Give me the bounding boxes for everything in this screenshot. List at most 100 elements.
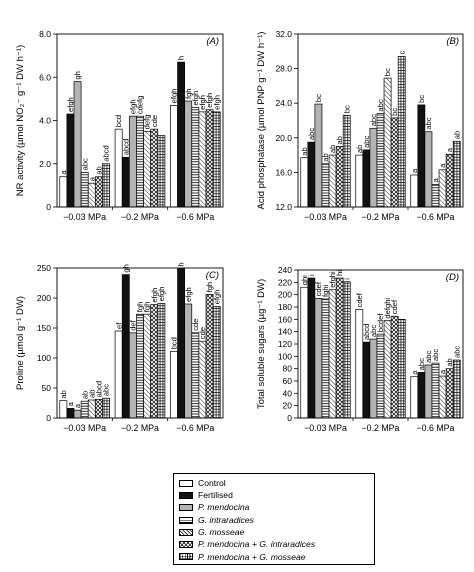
bar-control-3 [410,174,419,208]
bar-control-2 [114,330,123,419]
bar-p-mendocina-g-intraradices-1 [335,146,344,208]
bar-control-3 [170,105,178,208]
bar-p-mendocina-g-intraradices-2 [390,117,399,208]
significance-letter: efghi [328,271,337,288]
significance-letter: fgh [184,88,193,99]
bar-p-mendocina-g-intraradices-3 [445,153,454,208]
bar-fertilised-3 [417,372,426,419]
significance-letter: abc [376,99,385,111]
bar-p-mendocina-g-mosseae-3 [452,140,461,208]
significance-letter: cde [191,319,200,331]
bar-p-mendocina-1 [73,409,82,419]
significance-letter: efgh [191,91,200,106]
y-tick-label: 0 [287,413,292,423]
legend-swatch [179,516,193,524]
y-axis-label: Proline (µmol g⁻¹ DW) [15,296,26,390]
significance-letter: abcd [362,324,371,340]
legend-label: G. mosseae [198,527,245,538]
bar-p-mendocina-g-mosseae-3 [212,306,221,419]
legend-swatch [179,491,193,499]
significance-letter: efgh [198,95,207,110]
bar-fertilised-2 [121,274,130,419]
significance-letter: bcd [114,115,123,127]
significance-letter: def [128,319,137,330]
significance-letter: defghi [383,298,392,319]
legend-label: P. mendocina [198,502,250,513]
y-tick-label: 220 [278,277,292,287]
bar-g-intraradices-3 [191,332,200,419]
bar-fertilised-2 [121,156,130,208]
significance-letter: bc [390,108,399,116]
bar-g-mosseae-1 [328,289,337,419]
y-tick-label: 240 [278,265,292,275]
y-axis-label: NR activity (µmol NO₂⁻ g⁻¹ DW h⁻¹) [15,45,26,196]
significance-letter: hi [335,270,344,276]
significance-letter: abc [102,384,111,396]
plot-frame [297,269,464,419]
y-tick-label: 20 [283,401,293,411]
bar-p-mendocina-g-mosseae-1 [102,397,110,419]
legend-swatch [179,504,193,512]
significance-letter: i [342,278,351,280]
bar-fertilised-1 [307,277,316,419]
significance-letter: a [431,178,440,183]
panel-label: (B) [446,36,459,47]
significance-letter: ab [452,131,461,139]
x-tick-label: −0.03 MPa [304,212,347,222]
significance-letter: ab [300,147,309,155]
bar-p-mendocina-g-mosseae-2 [397,318,406,419]
significance-letter: fgh [136,302,145,313]
y-tick-label: 20.0 [275,133,292,143]
y-tick-label: 6.0 [39,72,51,82]
significance-letter: abc [452,346,461,358]
bar-g-mosseae-3 [438,169,447,208]
y-tick-label: 120 [278,339,292,349]
legend-label: P. mendocina + G. mosseae [198,551,306,562]
legend-label: P. mendocina + G. intraradices [198,539,316,550]
significance-letter: efgh [170,89,179,104]
bar-fertilised-1 [66,408,75,419]
significance-letter: abc [417,358,426,370]
significance-letter: c [397,50,406,54]
significance-letter: fgh [205,282,214,293]
x-tick-label: −0.6 MPa [176,212,214,222]
legend-entry-control: Control [179,477,369,489]
significance-letter: efgh [212,290,221,305]
y-axis-label: Total soluble sugars (µg⁻¹ DW) [256,279,267,409]
chart-panel-1: 0 2.0 4.0 6.0 8.0 NR activity (µmol NO₂⁻ g⁻¹ … [15,29,224,222]
significance-letter: bc [314,94,323,102]
significance-letter: cdefg [136,96,145,115]
bar-g-intraradices-2 [376,113,385,208]
legend-entry-fertilised: Fertilised [179,489,369,501]
bar-g-mosseae-1 [328,154,337,208]
bar-p-mendocina-g-intraradices-1 [94,176,103,208]
bar-fertilised-2 [362,341,371,419]
y-tick-label: 40 [283,388,293,398]
bar-p-mendocina-2 [128,332,137,419]
bar-g-mosseae-3 [198,340,207,419]
bar-p-mendocina-1 [73,81,82,208]
bar-p-mendocina-g-mosseae-3 [452,359,461,419]
significance-letter: cdef [314,281,323,296]
significance-letter: abc [362,135,371,147]
legend-swatch [179,541,193,549]
y-tick-label: 250 [37,263,51,273]
panel-label: (A) [206,36,219,47]
bar-g-mosseae-2 [143,130,152,208]
y-tick-label: 80 [283,364,293,374]
bar-g-mosseae-2 [383,77,392,208]
significance-letter: abc [431,349,440,361]
y-tick-label: 100 [37,353,51,363]
bar-g-intraradices-2 [136,313,144,419]
bar-g-intraradices-1 [321,298,330,419]
significance-letter: a [438,369,447,374]
significance-letter: cdef [390,299,399,314]
y-tick-label: 28.0 [275,64,292,74]
x-tick-label: −0.03 MPa [304,423,347,433]
significance-letter: a [87,176,96,181]
x-tick-label: −0.6 MPa [417,212,455,222]
bar-g-intraradices-1 [321,163,330,208]
legend-entry-p-mendocina: P. mendocina [179,502,369,514]
y-tick-label: 140 [278,327,292,337]
